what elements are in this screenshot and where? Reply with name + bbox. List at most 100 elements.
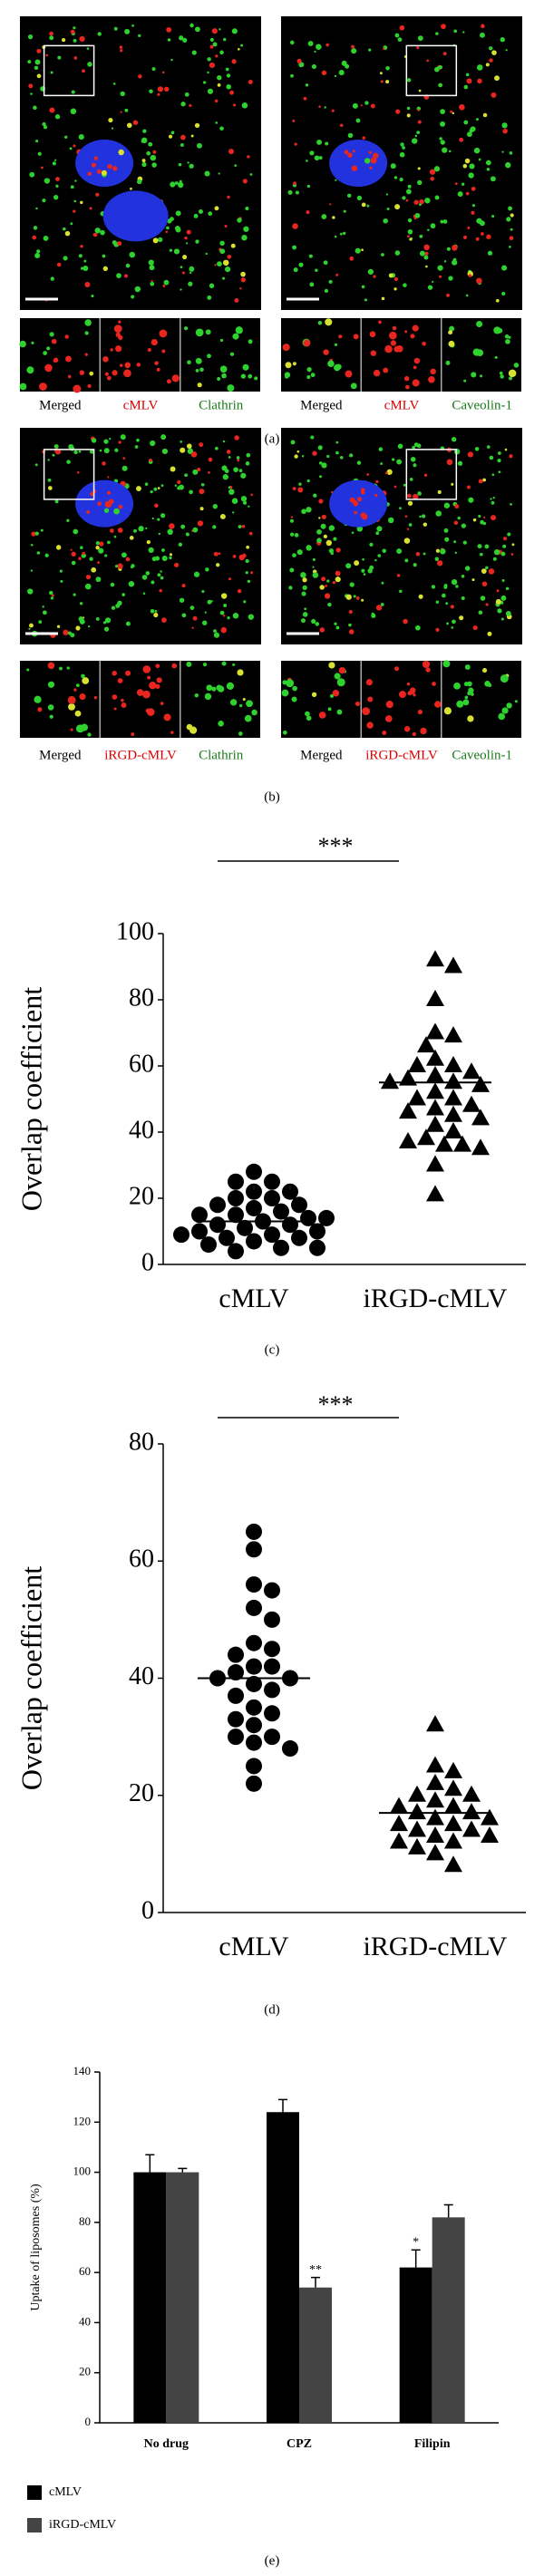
- fluorescence-dot: [342, 231, 346, 236]
- fluorescence-dot: [63, 256, 68, 261]
- fluorescence-dot: [452, 245, 458, 251]
- fluorescence-dot: [214, 264, 217, 266]
- micrograph: [281, 16, 522, 310]
- fluorescence-dot: [333, 363, 341, 372]
- fluorescence-dot: [47, 486, 53, 490]
- fluorescence-dot: [490, 176, 496, 182]
- fluorescence-dot: [480, 374, 483, 378]
- fluorescence-dot: [489, 46, 493, 51]
- fluorescence-dot: [354, 510, 357, 515]
- fluorescence-dot: [465, 191, 470, 196]
- fluorescence-dot: [335, 576, 341, 583]
- fluorescence-dot: [289, 40, 295, 45]
- fluorescence-dot: [160, 513, 166, 518]
- fluorescence-dot: [212, 503, 218, 509]
- data-point: [462, 1062, 481, 1080]
- fluorescence-dot: [335, 450, 339, 455]
- fluorescence-dot: [334, 235, 337, 238]
- fluorescence-dot: [73, 450, 78, 455]
- fluorescence-dot: [324, 288, 329, 294]
- fluorescence-dot: [417, 491, 422, 496]
- fluorescence-dot: [161, 349, 166, 353]
- fluorescence-dot: [361, 490, 365, 495]
- y-tick-label: 80: [79, 2214, 91, 2228]
- fluorescence-dot: [187, 360, 191, 365]
- fluorescence-dot: [461, 574, 465, 578]
- fluorescence-dot: [157, 487, 160, 489]
- fluorescence-dot: [509, 236, 514, 241]
- fluorescence-dot: [222, 259, 229, 266]
- panel-label: (d): [264, 2002, 280, 2017]
- caption: Clathrin: [199, 748, 244, 762]
- fluorescence-dot: [187, 161, 189, 164]
- fluorescence-dot: [308, 254, 313, 258]
- fluorescence-dot: [500, 37, 505, 43]
- fluorescence-dot: [302, 577, 307, 583]
- data-point: [444, 1056, 462, 1072]
- fluorescence-dot: [148, 547, 154, 554]
- data-point: [426, 1065, 444, 1082]
- fluorescence-dot: [451, 578, 458, 586]
- fluorescence-dot: [101, 169, 107, 176]
- fluorescence-dot: [79, 35, 85, 43]
- fluorescence-dot: [179, 597, 185, 603]
- fluorescence-dot: [80, 200, 83, 205]
- fluorescence-dot: [121, 593, 126, 596]
- y-tick-label: 0: [141, 1896, 154, 1924]
- fluorescence-dot: [469, 128, 474, 133]
- fluorescence-dot: [351, 44, 355, 49]
- data-point: [408, 1056, 426, 1072]
- fluorescence-dot: [181, 613, 187, 618]
- fluorescence-dot: [438, 64, 443, 70]
- fluorescence-dot: [141, 161, 147, 168]
- fluorescence-dot: [443, 585, 448, 589]
- fluorescence-dot: [114, 448, 119, 452]
- fluorescence-dot: [59, 569, 63, 573]
- fluorescence-dot: [423, 255, 429, 260]
- fluorescence-dot: [71, 551, 76, 557]
- fluorescence-dot: [301, 591, 306, 596]
- fluorescence-dot: [147, 347, 151, 353]
- fluorescence-dot: [49, 332, 54, 337]
- fluorescence-dot: [373, 369, 381, 377]
- fluorescence-dot: [92, 232, 98, 237]
- fluorescence-dot: [177, 479, 181, 485]
- fluorescence-dot: [302, 612, 308, 617]
- fluorescence-dot: [335, 570, 341, 576]
- fluorescence-dot: [166, 26, 172, 33]
- fluorescence-dot: [123, 369, 131, 378]
- fluorescence-dot: [324, 593, 331, 599]
- fluorescence-dot: [383, 47, 385, 51]
- fluorescence-dot: [355, 596, 360, 600]
- fluorescence-dot: [217, 74, 222, 81]
- fluorescence-dot: [416, 443, 422, 449]
- fluorescence-dot: [171, 374, 180, 383]
- fluorescence-dot: [467, 226, 471, 229]
- data-point: [246, 1658, 262, 1675]
- fluorescence-dot: [74, 710, 82, 717]
- fluorescence-dot: [19, 340, 26, 348]
- fluorescence-dot: [73, 384, 82, 393]
- fluorescence-dot: [167, 528, 173, 536]
- fluorescence-dot: [42, 121, 46, 127]
- fluorescence-dot: [112, 240, 117, 245]
- data-point: [309, 1223, 325, 1240]
- fluorescence-dot: [386, 469, 393, 475]
- fluorescence-dot: [75, 625, 81, 631]
- fluorescence-dot: [370, 103, 375, 109]
- fluorescence-dot: [432, 280, 434, 283]
- fluorescence-dot: [403, 483, 406, 487]
- fluorescence-dot: [197, 520, 204, 527]
- data-point: [246, 1576, 262, 1593]
- fluorescence-dot: [197, 467, 201, 471]
- fluorescence-dot: [38, 620, 43, 625]
- fluorescence-dot: [501, 265, 508, 271]
- fluorescence-dot: [505, 339, 510, 344]
- data-point: [228, 1687, 244, 1704]
- bar: [133, 2172, 167, 2423]
- fluorescence-dot: [467, 715, 474, 722]
- fluorescence-dot: [480, 596, 486, 601]
- fluorescence-dot: [182, 37, 188, 43]
- fluorescence-dot: [406, 78, 412, 82]
- fluorescence-dot: [243, 226, 249, 232]
